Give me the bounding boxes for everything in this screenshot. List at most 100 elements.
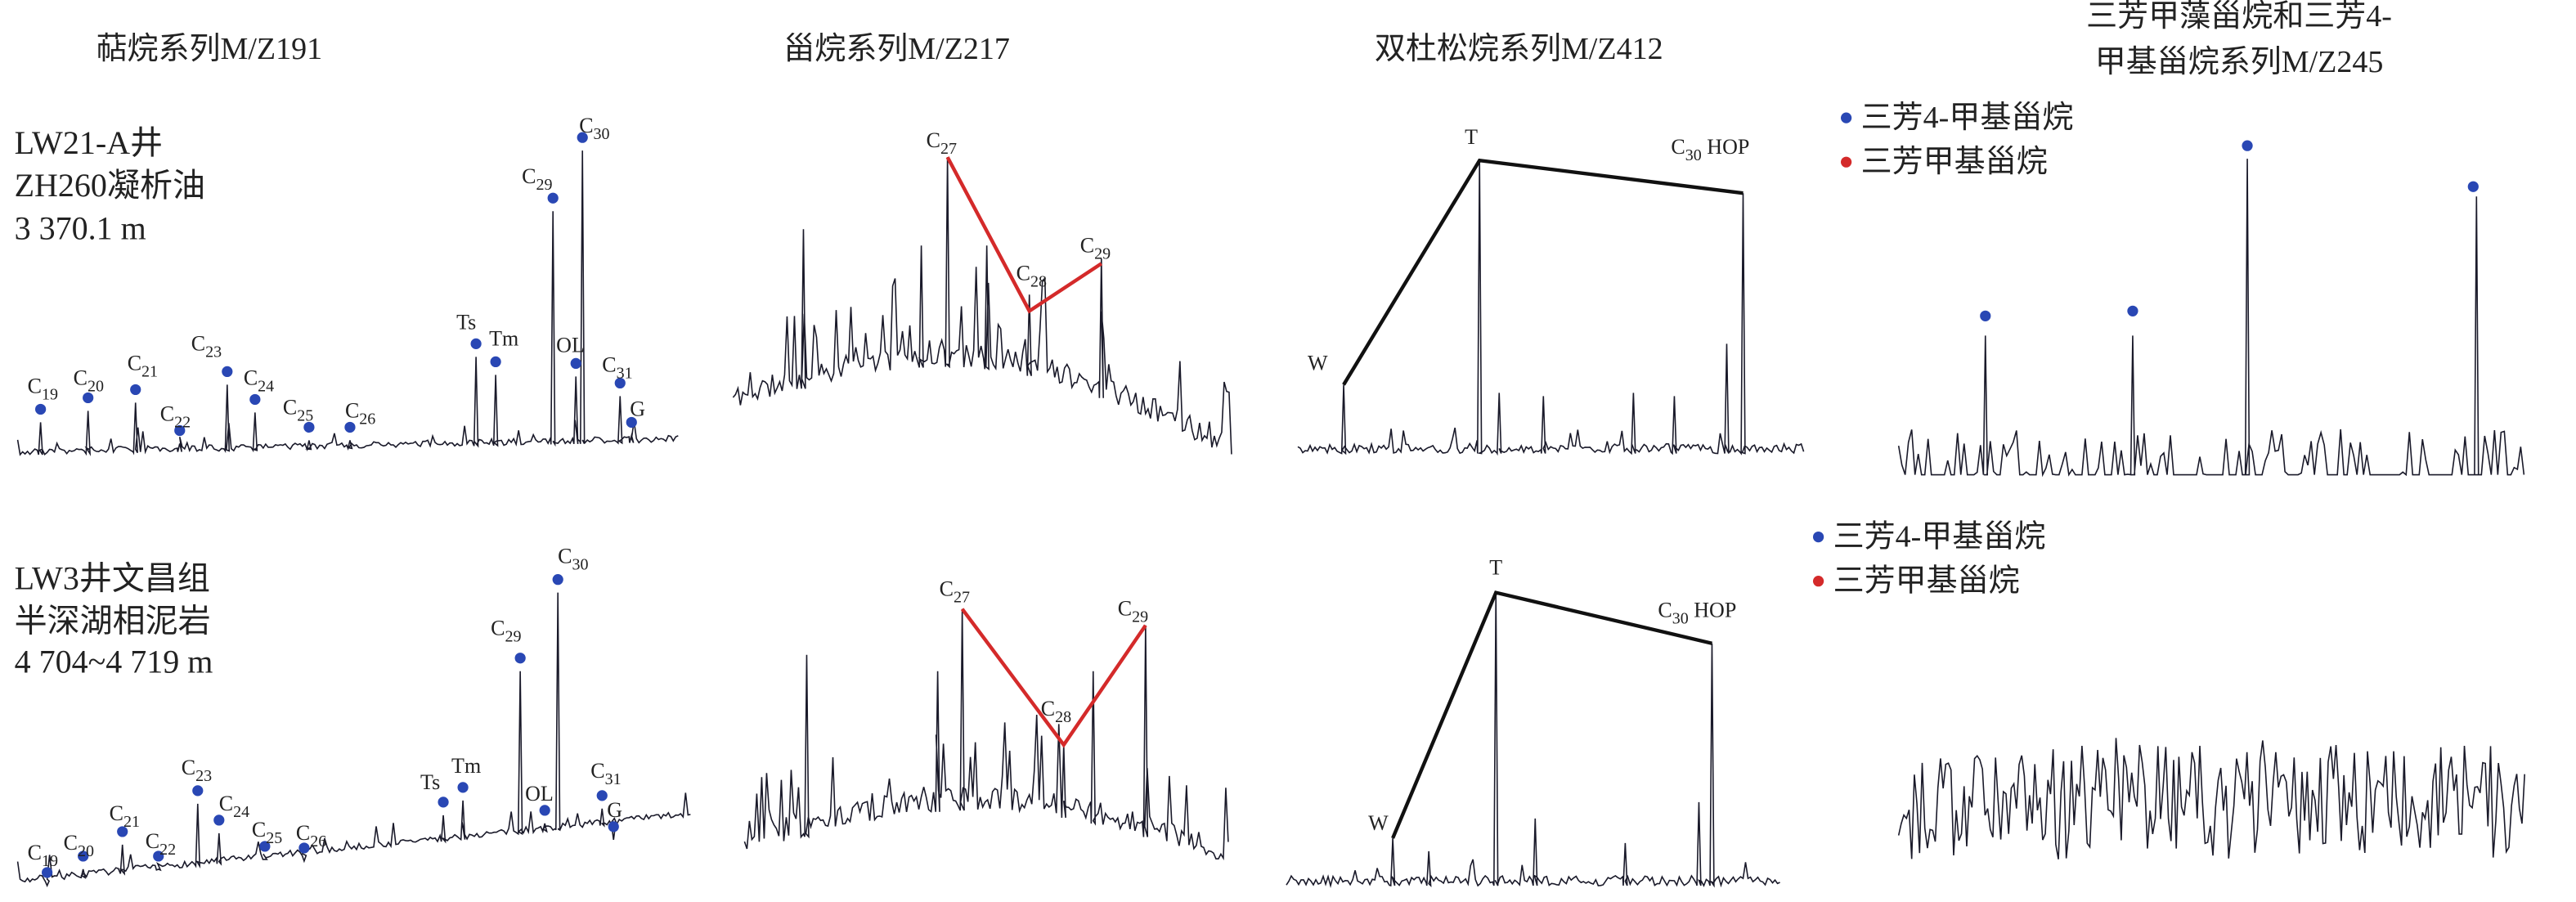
peak-label: C21 — [128, 351, 158, 380]
peak-dot — [344, 421, 356, 433]
peak-label: C22 — [146, 829, 176, 859]
chromatogram — [16, 150, 679, 456]
peak-label: W — [1308, 351, 1328, 375]
chromatogram — [1897, 159, 2525, 478]
column-title: 三芳甲藻甾烷和三芳4- — [2086, 0, 2392, 34]
peak-dot — [539, 805, 550, 816]
peak-dot — [42, 867, 53, 878]
chromatogram — [1286, 592, 1780, 889]
peak-label: C19 — [28, 374, 58, 403]
chromatogram — [1297, 160, 1805, 456]
peak-dot — [1812, 531, 1824, 543]
peak-label: C25 — [252, 818, 282, 847]
peak-label: Ts — [456, 310, 476, 334]
peak-label: C31 — [602, 352, 632, 382]
peak-dot — [249, 393, 261, 406]
peak-dot — [596, 790, 608, 801]
peak-dot — [174, 424, 186, 437]
peak-label: Tm — [489, 326, 518, 350]
peak-label: C27 — [927, 128, 957, 158]
peak-label: C30 HOP — [1658, 599, 1736, 628]
peak-dot — [577, 132, 588, 143]
column-title: 双杜松烷系列M/Z412 — [1375, 32, 1663, 66]
peak-dot — [2127, 305, 2138, 316]
peak-label: C25 — [283, 395, 313, 424]
peak-dot — [130, 384, 141, 396]
peak-dot — [2467, 181, 2479, 192]
legend-label: 三芳4-甲基甾烷 — [1833, 520, 2046, 554]
peak-dot — [1841, 112, 1852, 123]
sample-label: ZH260凝析油 — [15, 167, 205, 204]
peak-label: C29 — [491, 617, 521, 646]
peak-label: C29 — [522, 164, 552, 194]
peak-dot — [192, 785, 204, 797]
peak-dot — [514, 653, 526, 664]
chromatogram — [16, 592, 691, 888]
peak-dot — [626, 416, 637, 429]
peak-dot — [2242, 140, 2253, 151]
peak-dot — [78, 850, 89, 862]
sample-label: LW21-A井 — [15, 124, 164, 161]
chromatogram — [732, 157, 1232, 455]
peak-label: C30 — [558, 545, 588, 574]
column-title: 甾烷系列M/Z217 — [783, 32, 1010, 66]
peak-dot — [570, 357, 581, 370]
peak-dot — [1841, 156, 1852, 168]
sample-label: LW3井文昌组 — [15, 560, 210, 597]
peak-dot — [490, 356, 501, 368]
peak-label: G — [607, 798, 622, 822]
peak-label: C21 — [110, 801, 140, 831]
peak-dot — [608, 821, 619, 832]
peak-label: G — [630, 397, 645, 420]
sample-label: 3 370.1 m — [15, 209, 146, 246]
peak-label: C23 — [191, 331, 222, 361]
peak-label: OL — [525, 782, 554, 806]
bracket-line — [960, 608, 1147, 748]
peak-dot — [213, 814, 225, 826]
peak-label: C29 — [1118, 597, 1148, 626]
chromatogram — [1897, 738, 2525, 859]
peak-label: Tm — [451, 754, 481, 778]
peak-dot — [614, 377, 626, 389]
peak-dot — [438, 797, 449, 808]
peak-label: C23 — [182, 756, 212, 785]
peak-label: OL — [556, 333, 585, 357]
peak-label: C20 — [64, 831, 94, 860]
legend-label: 三芳甲基甾烷 — [1833, 564, 2020, 599]
peak-label: C20 — [74, 366, 104, 395]
chromatogram — [743, 608, 1229, 861]
peak-label: Ts — [420, 770, 440, 794]
peak-dot — [222, 366, 233, 378]
peak-dot — [35, 403, 47, 415]
peak-label: C24 — [244, 366, 274, 395]
peak-dot — [1980, 310, 1991, 321]
sample-label: 半深湖相泥岩 — [15, 603, 211, 639]
legend-label: 三芳4-甲基甾烷 — [1861, 101, 2074, 135]
column-title: 甲基甾烷系列M/Z245 — [2095, 45, 2384, 79]
bracket-line — [945, 156, 1103, 314]
peak-label: W — [1368, 811, 1389, 835]
peak-dot — [153, 850, 164, 862]
peak-dot — [552, 574, 563, 586]
bracket-line — [1342, 158, 1744, 386]
bracket-line — [1391, 590, 1712, 839]
legend-label: 三芳甲基甾烷 — [1861, 145, 2048, 179]
peak-label: C30 HOP — [1671, 135, 1749, 164]
peak-dot — [470, 338, 482, 349]
peak-dot — [303, 421, 315, 433]
peak-label: C22 — [160, 402, 191, 431]
peak-label: C31 — [590, 759, 621, 788]
peak-dot — [83, 392, 94, 404]
peak-label: C27 — [940, 577, 970, 607]
sample-label: 4 704~4 719 m — [15, 644, 213, 680]
peak-dot — [117, 826, 128, 837]
peak-dot — [259, 841, 271, 852]
peak-label: C28 — [1016, 261, 1047, 290]
peak-dot — [298, 842, 310, 854]
column-title: 萜烷系列M/Z191 — [96, 32, 322, 66]
peak-label: C29 — [1080, 233, 1111, 263]
peak-label: C19 — [28, 841, 58, 870]
peak-label: T — [1465, 125, 1478, 149]
peak-label: T — [1489, 556, 1502, 580]
